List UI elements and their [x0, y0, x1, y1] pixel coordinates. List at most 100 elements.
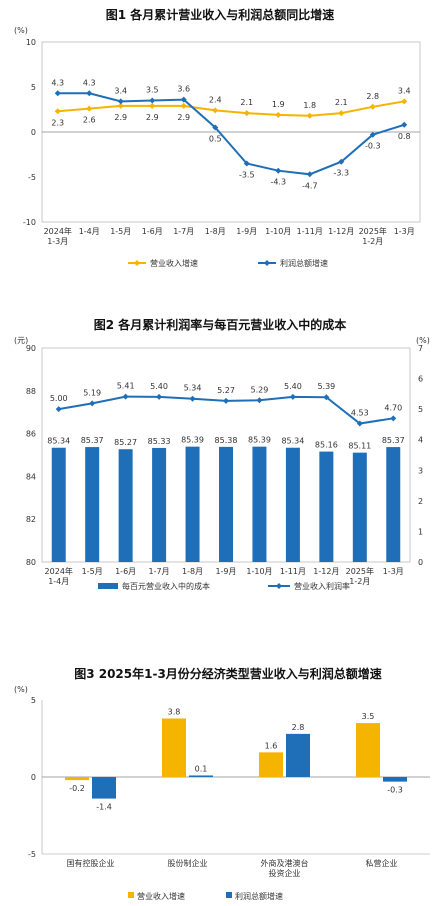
chart-1-data-label: -4.3 [270, 178, 286, 187]
chart-2-bar-label: 85.34 [281, 437, 304, 446]
chart-3-x-tick: 私营企业 [366, 858, 398, 868]
chart-2-line-label: 5.41 [117, 382, 135, 391]
chart-1-data-label: 0.8 [398, 132, 411, 141]
chart-1-data-label: 2.8 [366, 92, 379, 101]
chart-1-point [180, 102, 187, 109]
chart-3-bar [383, 777, 407, 782]
chart-1-y-tick: 0 [31, 128, 36, 137]
chart-2-point [89, 400, 96, 407]
chart-1-point [275, 167, 282, 174]
chart-1-legend: 营业收入增速 利润总额增速 [128, 258, 328, 268]
chart-3-bar-label: -1.4 [96, 803, 112, 812]
chart-1-point [243, 160, 250, 167]
chart-3-bar [286, 733, 310, 777]
chart-2-line-label: 5.19 [83, 388, 101, 397]
chart-2-bar [219, 446, 233, 562]
chart-1-data-label: 2.9 [146, 113, 159, 122]
chart-3-legend: 营业收入增速 利润总额增速 [128, 891, 283, 901]
chart-2-line-label: 5.34 [184, 384, 202, 393]
chart-1-point [306, 112, 313, 119]
chart-2-line-label: 5.40 [284, 382, 302, 391]
chart-1-legend-revenue: 营业收入增速 [150, 258, 198, 268]
chart-1-point [180, 96, 187, 103]
chart-1-data-label: 3.4 [398, 86, 411, 95]
chart-1-x-tick: 1-9月 [236, 227, 257, 236]
chart-3-bar [162, 718, 186, 777]
chart-1-data-label: 0.5 [209, 135, 222, 144]
chart-1-point [86, 90, 93, 97]
chart-3-y-tick: 0 [31, 773, 36, 782]
chart-2-legend-margin: 营业收入利润率 [294, 581, 350, 591]
chart-1-data-label: -3.5 [239, 171, 255, 180]
chart-1-point [86, 105, 93, 112]
chart-2-line-label: 5.29 [251, 385, 269, 394]
chart-1-data-label: 4.3 [83, 78, 96, 87]
chart-1-point [369, 131, 376, 138]
chart-1-x-tick: 1-6月 [142, 227, 163, 236]
chart-3-title: 图3 2025年1-3月份分经济类型营业收入与利润总额增速 [74, 666, 382, 681]
chart-1-data-label: -0.3 [365, 142, 381, 151]
chart-2-y-tick-left: 90 [26, 344, 36, 353]
chart-2-line-label: 5.40 [150, 382, 168, 391]
chart-2-bar [185, 446, 200, 562]
chart-2-x-tick: 1-10月 [246, 567, 272, 576]
chart-2-y-tick-right: 7 [418, 344, 423, 353]
chart-2-x-tick: 2024年 1-4月 [45, 566, 73, 586]
chart-3-bar-label: -0.2 [69, 784, 85, 793]
chart-1-point [369, 103, 376, 110]
chart-2-y-tick-right: 4 [418, 436, 423, 445]
chart-2-y-tick-left: 88 [26, 387, 36, 396]
chart-1-point [401, 121, 408, 128]
chart-2-bar-label: 85.11 [348, 442, 371, 451]
chart-2-x-tick: 1-3月 [383, 567, 404, 576]
chart-1-plot-area: 10 5 0 -5 -10 2024年 1-3月 1-4月 1-5月 1-6月 1-7月 1-8月 1-… [23, 38, 421, 246]
chart-2-bar [118, 449, 133, 562]
chart-1-x-tick: 1-7月 [173, 227, 194, 236]
chart-2-bar-label: 85.37 [81, 436, 104, 445]
chart-1-x-tick: 2025年 1-2月 [359, 226, 387, 246]
chart-1-x-tick: 1-4月 [79, 227, 100, 236]
chart-2-bar [152, 447, 167, 562]
chart-2-bar [51, 447, 66, 562]
chart-2-y-tick-right: 3 [418, 466, 423, 475]
chart-2: 图2 各月累计利润率与每百元营业收入中的成本 (元) (%) 90 88 86 84 8… [14, 317, 430, 591]
chart-2-x-tick: 1-6月 [115, 567, 136, 576]
chart-2-y-tick-left: 80 [26, 558, 36, 567]
chart-2-point [122, 393, 129, 400]
chart-1-point [212, 107, 219, 114]
chart-2-line-label: 4.70 [384, 403, 402, 412]
chart-3-bar-label: 0.1 [195, 764, 208, 773]
chart-2-title: 图2 各月累计利润率与每百元营业收入中的成本 [94, 317, 347, 332]
chart-1-data-label: 4.3 [51, 78, 64, 87]
chart-2-legend-cost: 每百元营业收入中的成本 [122, 581, 210, 591]
chart-1-data-label: -4.7 [302, 181, 318, 190]
chart-3-legend-profit: 利润总额增速 [235, 891, 283, 901]
chart-1-x-tick: 1-12月 [328, 227, 354, 236]
chart-2-y-tick-left: 86 [26, 430, 36, 439]
chart-2-bar-label: 85.33 [148, 437, 171, 446]
chart-2-point [223, 397, 229, 404]
chart-2-bar [319, 451, 334, 562]
chart-3-y-tick: 5 [31, 696, 36, 705]
chart-2-y-unit-left: (元) [14, 336, 28, 345]
chart-2-x-tick: 1-8月 [182, 567, 203, 576]
chart-2-line-label: 4.53 [351, 409, 369, 418]
chart-3-bar-label: 3.5 [362, 712, 375, 721]
chart-3-legend-revenue: 营业收入增速 [137, 891, 185, 901]
chart-2-point [323, 394, 330, 401]
chart-2-line-label: 5.27 [217, 386, 235, 395]
chart-2-y-tick-right: 2 [418, 497, 423, 506]
chart-1-data-label: 3.4 [114, 86, 127, 95]
chart-2-point [55, 406, 62, 413]
chart-1-point [338, 110, 345, 117]
chart-3-bar [65, 777, 89, 781]
chart-3-x-tick: 国有控股企业 [67, 858, 115, 868]
chart-1-x-tick: 1-11月 [297, 227, 323, 236]
chart-2-point [189, 395, 196, 402]
chart-3-bar [356, 723, 380, 777]
chart-2-bar [352, 452, 367, 562]
chart-1-data-label: 3.5 [146, 86, 159, 95]
chart-3-x-tick: 股份制企业 [168, 858, 208, 868]
chart-2-x-tick: 1-11月 [280, 567, 306, 576]
chart-2-marks: 85.34 85.37 85.27 85.33 85.39 85.38 85.39 85.34… [47, 382, 405, 562]
